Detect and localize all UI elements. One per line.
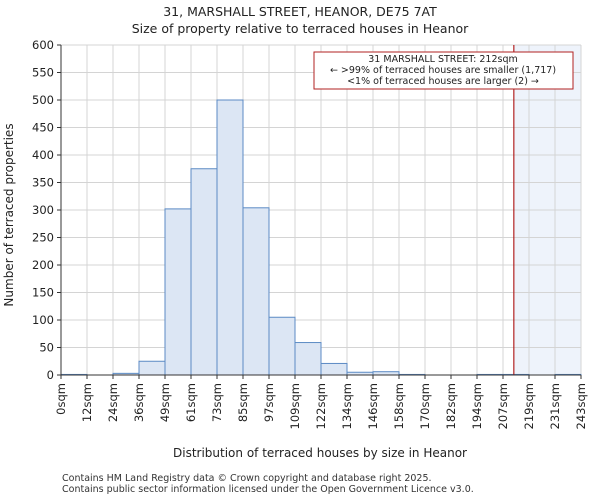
x-tick-label: 97sqm [262, 383, 276, 422]
x-tick-label: 122sqm [314, 383, 328, 429]
y-tick-label: 450 [32, 121, 54, 135]
y-axis-label: Number of terraced properties [2, 123, 16, 306]
x-tick-label: 134sqm [340, 383, 354, 429]
x-tick-label: 243sqm [574, 383, 588, 429]
x-tick-label: 61sqm [184, 383, 198, 422]
x-tick-label: 170sqm [418, 383, 432, 429]
y-tick-label: 250 [32, 231, 54, 245]
y-tick-label: 150 [32, 286, 54, 300]
y-tick-label: 400 [32, 148, 54, 162]
bar [164, 208, 192, 376]
x-tick-label: 194sqm [470, 383, 484, 429]
annotation-box: 31 MARSHALL STREET: 212sqm ← >99% of ter… [313, 51, 574, 90]
x-tick-label: 182sqm [444, 383, 458, 429]
y-tick-label: 550 [32, 66, 54, 80]
y-tick-label: 600 [32, 38, 54, 52]
x-tick-label: 158sqm [392, 383, 406, 429]
x-tick-label: 49sqm [158, 383, 172, 422]
bar [320, 362, 348, 376]
bar [242, 207, 270, 376]
x-tick-labels: 0sqm 12sqm 24sqm 36sqm 49sqm 61sqm 73sqm 85sqm 9… [54, 375, 588, 429]
x-tick-label: 73sqm [210, 383, 224, 422]
x-tick-label: 36sqm [132, 383, 146, 422]
x-tick-label: 219sqm [522, 383, 536, 429]
x-tick-label: 12sqm [80, 383, 94, 422]
y-tick-label: 200 [32, 258, 54, 272]
y-tick-label: 50 [39, 341, 54, 355]
y-tick-label: 350 [32, 176, 54, 190]
bar [216, 99, 244, 376]
x-axis-label: Distribution of terraced houses by size … [173, 446, 467, 460]
x-tick-label: 109sqm [288, 383, 302, 429]
annotation-line-3: <1% of terraced houses are larger (2) → [347, 76, 539, 87]
bar [190, 168, 218, 376]
x-tick-label: 24sqm [106, 383, 120, 422]
x-tick-label: 85sqm [236, 383, 250, 422]
y-tick-label: 300 [32, 203, 54, 217]
footer-credit: Contains HM Land Registry data © Crown c… [62, 473, 432, 484]
x-tick-label: 0sqm [54, 383, 68, 415]
y-tick-label: 0 [47, 368, 54, 382]
annotation-border [313, 51, 574, 90]
bar [294, 342, 322, 376]
y-tick-label: 500 [32, 93, 54, 107]
footer-licence: Contains public sector information licen… [62, 484, 474, 495]
x-tick-label: 231sqm [548, 383, 562, 429]
x-tick-label: 146sqm [366, 383, 380, 429]
y-tick-label: 100 [32, 313, 54, 327]
annotation-line-1: 31 MARSHALL STREET: 212sqm [368, 54, 517, 65]
bar [268, 316, 296, 376]
bar [138, 360, 166, 376]
chart-title: 31, MARSHALL STREET, HEANOR, DE75 7AT [163, 4, 437, 19]
chart-subtitle: Size of property relative to terraced ho… [132, 21, 469, 36]
annotation-line-2: ← >99% of terraced houses are smaller (1… [330, 65, 556, 76]
x-tick-label: 207sqm [496, 383, 510, 429]
gridlines [60, 44, 582, 376]
bars [60, 99, 582, 376]
y-tick-labels: 0 50 100 150 200 250 300 350 400 450 500 550 600 [32, 38, 61, 382]
